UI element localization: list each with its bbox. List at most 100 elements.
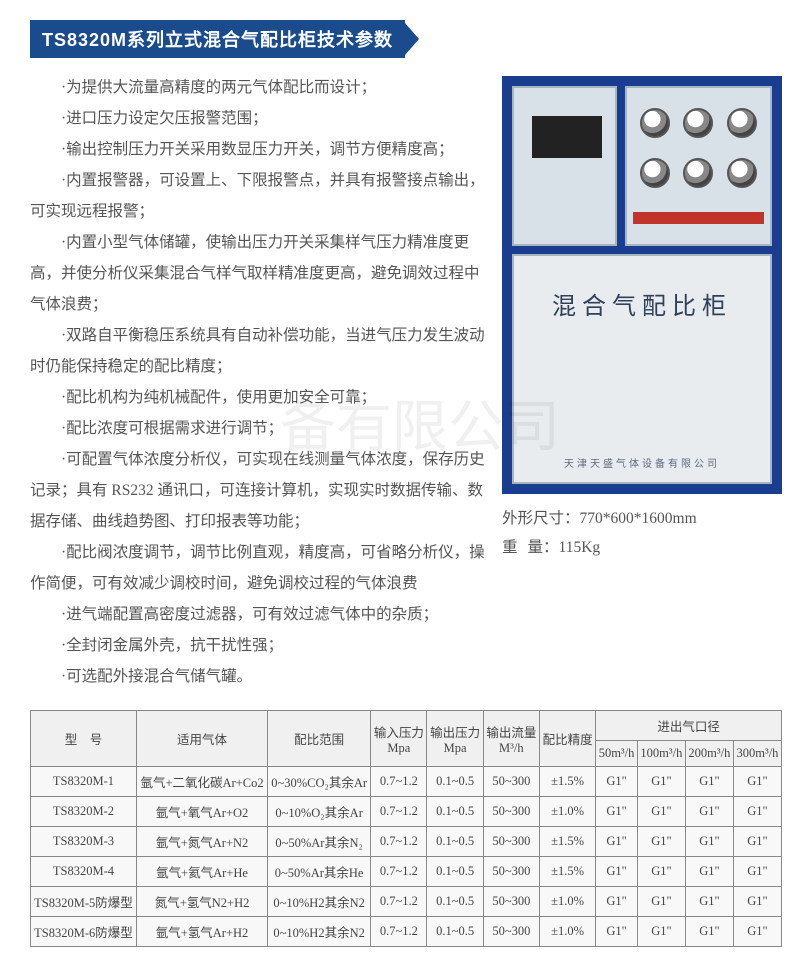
table-cell: 50~300 — [483, 767, 539, 797]
feature-item: ·输出控制压力开关采用数显压力开关，调节方便精度高； — [30, 134, 492, 165]
table-cell: G1" — [685, 857, 733, 887]
th-port-sub: 300m³/h — [733, 741, 781, 767]
table-cell: 50~300 — [483, 827, 539, 857]
th-port: 进出气口径 — [596, 711, 782, 741]
feature-item: ·双路自平衡稳压系统具有自动补偿功能，当进气压力发生波动时仍能保持稳定的配比精度… — [30, 320, 492, 382]
table-cell: TS8320M-3 — [31, 827, 137, 857]
table-cell: G1" — [596, 797, 638, 827]
table-cell: G1" — [596, 767, 638, 797]
table-cell: G1" — [733, 827, 781, 857]
table-cell: G1" — [596, 857, 638, 887]
table-cell: G1" — [733, 797, 781, 827]
table-cell: ±1.0% — [539, 887, 595, 917]
table-cell: TS8320M-2 — [31, 797, 137, 827]
table-cell: 0~50%Ar其余He — [268, 857, 371, 887]
table-cell: ±1.5% — [539, 767, 595, 797]
table-cell: 50~300 — [483, 917, 539, 947]
th-model: 型 号 — [31, 711, 137, 767]
th-acc: 配比精度 — [539, 711, 595, 767]
table-cell: G1" — [685, 797, 733, 827]
table-cell: 0~50%Ar其余N₂ — [268, 827, 371, 857]
table-cell: 0.1~0.5 — [427, 797, 483, 827]
feature-item: ·进气端配置高密度过滤器，可有效过滤气体中的杂质； — [30, 599, 492, 630]
table-cell: ±1.5% — [539, 857, 595, 887]
th-gas: 适用气体 — [136, 711, 267, 767]
table-cell: 0.1~0.5 — [427, 857, 483, 887]
table-cell: G1" — [685, 887, 733, 917]
table-cell: G1" — [637, 827, 685, 857]
gauge-icon — [640, 108, 670, 138]
th-port-sub: 50m³/h — [596, 741, 638, 767]
th-inp: 输入压力Mpa — [371, 711, 427, 767]
gauge-icon — [727, 158, 757, 188]
table-cell: TS8320M-1 — [31, 767, 137, 797]
table-cell: 0~30%CO₂其余Ar — [268, 767, 371, 797]
feature-item: ·为提供大流量高精度的两元气体配比而设计； — [30, 72, 492, 103]
feature-item: ·可配置气体浓度分析仪，可实现在线测量气体浓度，保存历史记录；具有 RS232 … — [30, 444, 492, 537]
dim-label: 外形尺寸： — [502, 510, 580, 527]
parameters-table: 型 号 适用气体 配比范围 输入压力Mpa 输出压力Mpa 输出流量M³/h 配… — [30, 710, 782, 947]
weight-value: 115Kg — [559, 539, 601, 556]
table-cell: 0.1~0.5 — [427, 917, 483, 947]
table-cell: G1" — [733, 917, 781, 947]
table-cell: 50~300 — [483, 887, 539, 917]
table-cell: G1" — [637, 797, 685, 827]
table-cell: TS8320M-5防爆型 — [31, 887, 137, 917]
weight-label: 重 — [502, 539, 528, 556]
table-cell: 0.1~0.5 — [427, 767, 483, 797]
table-cell: TS8320M-4 — [31, 857, 137, 887]
cabinet-lower-panel: 混合气配比柜 天津天盛气体设备有限公司 — [512, 254, 772, 484]
table-cell: G1" — [637, 917, 685, 947]
feature-item: ·进口压力设定欠压报警范围； — [30, 103, 492, 134]
cabinet-display-panel — [512, 86, 617, 246]
table-row: TS8320M-2氩气+氧气Ar+O20~10%O₂其余Ar0.7~1.20.1… — [31, 797, 782, 827]
gauge-icon — [683, 158, 713, 188]
weight-label-2: 量： — [528, 539, 559, 556]
table-cell: 0.7~1.2 — [371, 767, 427, 797]
feature-item: ·内置报警器，可设置上、下限报警点，并具有报警接点输出，可实现远程报警； — [30, 165, 492, 227]
table-cell: 0.7~1.2 — [371, 857, 427, 887]
gauge-icon — [683, 108, 713, 138]
th-range: 配比范围 — [268, 711, 371, 767]
table-row: TS8320M-5防爆型氮气+氢气N2+H20~10%H2其余N20.7~1.2… — [31, 887, 782, 917]
table-cell: G1" — [685, 827, 733, 857]
table-cell: G1" — [685, 917, 733, 947]
table-cell: G1" — [596, 827, 638, 857]
content-area: 备有限公司 ·为提供大流量高精度的两元气体配比而设计；·进口压力设定欠压报警范围… — [30, 72, 782, 692]
table-cell: 氮气+氢气N2+H2 — [136, 887, 267, 917]
th-port-sub: 200m³/h — [685, 741, 733, 767]
cabinet-label: 混合气配比柜 — [552, 286, 732, 321]
table-cell: G1" — [733, 857, 781, 887]
cabinet-gauge-panel — [625, 86, 772, 246]
table-cell: G1" — [596, 917, 638, 947]
table-cell: G1" — [733, 767, 781, 797]
table-cell: TS8320M-6防爆型 — [31, 917, 137, 947]
table-cell: 0.7~1.2 — [371, 917, 427, 947]
feature-item: ·可选配外接混合气储气罐。 — [30, 661, 492, 692]
table-cell: ±1.5% — [539, 827, 595, 857]
table-cell: G1" — [685, 767, 733, 797]
table-cell: ±1.0% — [539, 797, 595, 827]
table-cell: ±1.0% — [539, 917, 595, 947]
table-cell: 氩气+氧气Ar+O2 — [136, 797, 267, 827]
table-row: TS8320M-1氩气+二氧化碳Ar+Co20~30%CO₂其余Ar0.7~1.… — [31, 767, 782, 797]
table-cell: 0~10%O₂其余Ar — [268, 797, 371, 827]
table-cell: G1" — [733, 887, 781, 917]
table-cell: 0.7~1.2 — [371, 827, 427, 857]
cabinet-maker: 天津天盛气体设备有限公司 — [564, 455, 720, 470]
table-cell: G1" — [637, 767, 685, 797]
table-cell: 0.1~0.5 — [427, 887, 483, 917]
dimension-specs: 外形尺寸：770*600*1600mm 重量：115Kg — [502, 504, 782, 563]
table-cell: 50~300 — [483, 857, 539, 887]
table-cell: G1" — [637, 857, 685, 887]
table-cell: G1" — [596, 887, 638, 917]
th-outp: 输出压力Mpa — [427, 711, 483, 767]
cabinet-illustration: 混合气配比柜 天津天盛气体设备有限公司 — [502, 76, 782, 494]
gauge-icon — [727, 108, 757, 138]
table-cell: 氩气+氮气Ar+N2 — [136, 827, 267, 857]
feature-item: ·配比浓度可根据需求进行调节； — [30, 413, 492, 444]
feature-item: ·配比阀浓度调节，调节比例直观，精度高，可省略分析仪，操作简便，可有效减少调校时… — [30, 537, 492, 599]
table-cell: 0.1~0.5 — [427, 827, 483, 857]
table-cell: 0.7~1.2 — [371, 797, 427, 827]
dim-value: 770*600*1600mm — [580, 510, 697, 527]
